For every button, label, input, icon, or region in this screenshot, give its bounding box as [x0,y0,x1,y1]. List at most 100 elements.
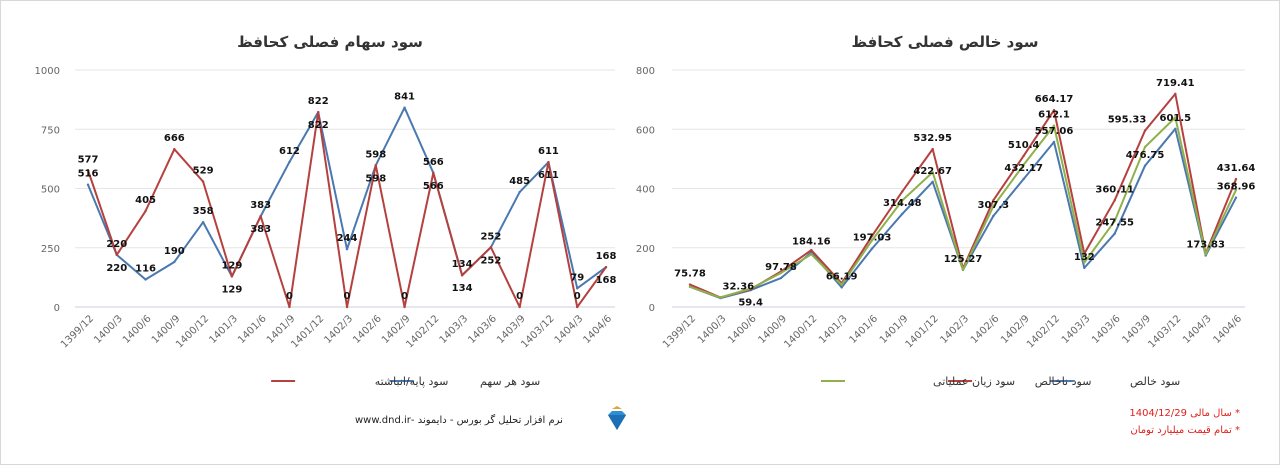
x-tick-label: 1402/12 [1025,313,1062,350]
data-label: 307.3 [978,200,1010,211]
x-tick-label: 1402/6 [351,313,384,346]
data-point [1022,154,1025,157]
data-point [1083,266,1086,270]
data-label: 129 [221,284,242,295]
chart-title: سود سهام فصلی کحافظ [237,33,423,51]
y-tick-label: 800 [636,66,655,77]
data-point [688,285,692,289]
data-point [576,287,579,290]
data-point [840,283,843,286]
data-point [901,190,904,193]
data-point [931,171,934,174]
data-point [345,247,349,251]
data-label: 611 [538,146,559,157]
x-tick-label: 1399/12 [59,313,96,350]
x-tick-label: 1402/3 [938,313,971,346]
data-point [288,305,291,309]
data-label: 168 [596,251,617,262]
x-tick-label: 1401/3 [817,313,850,346]
data-label: 611 [538,170,559,181]
x-tick-label: 1403/12 [1146,313,1183,350]
data-label: 134 [452,283,473,294]
y-tick-label: 1000 [35,66,60,77]
data-label: 252 [480,255,501,266]
software-credit: نرم افزار تحلیل گر بورس - دایموند -www.d… [355,415,563,426]
data-point [432,171,435,175]
legend-label-2: سود زیان عملیاتی [933,375,1015,388]
data-point [317,110,320,114]
data-label: 510.4 [1008,140,1040,151]
data-point [931,180,934,183]
y-tick-label: 250 [41,244,60,255]
data-label: 485 [509,176,530,187]
data-point [901,199,904,202]
x-tick-label: 1402/3 [322,313,355,346]
data-point [86,183,90,186]
data-point [870,234,874,238]
data-label: 476.75 [1126,150,1165,161]
data-point [870,239,874,242]
x-tick-label: 1403/6 [466,313,499,346]
fiscal-year-note: * سال مالی 1404/12/29 [1129,408,1240,419]
data-point [688,283,692,286]
data-label: 405 [135,195,156,206]
data-point [115,253,118,257]
data-label: 431.64 [1217,163,1256,174]
data-label: 666 [164,133,185,144]
x-tick-label: 1400/12 [782,313,819,350]
data-point [374,164,377,167]
data-label: 75.78 [674,269,706,280]
data-label: 383 [250,200,271,211]
data-label: 97.78 [765,262,797,273]
data-point [173,260,176,264]
data-point [1234,188,1238,192]
y-tick-label: 0 [54,303,60,314]
data-point [931,147,934,151]
data-point [86,169,90,172]
data-point [1113,199,1116,202]
data-label: 247.55 [1095,218,1134,229]
x-tick-label: 1400/3 [92,313,125,346]
x-tick-label: 1404/6 [581,313,614,346]
y-tick-label: 400 [636,185,655,196]
x-tick-label: 1400/6 [726,313,759,346]
data-label: 360.11 [1095,184,1134,195]
data-point [1022,163,1025,166]
data-point [547,160,550,164]
data-point [518,190,521,194]
data-label: 0 [516,291,523,302]
data-point [489,246,493,249]
legend-label-1: سود پایه/انباشته [375,375,449,388]
legend-label-0: سود خالص [1130,375,1180,388]
diamond-logo-icon [608,406,626,430]
data-label: 598 [365,173,386,184]
data-label: 664.17 [1035,94,1074,105]
data-label: 190 [164,246,185,257]
data-point [1083,252,1086,255]
x-tick-label: 1399/12 [661,313,698,350]
data-point [1143,129,1147,132]
data-label: 66.19 [826,271,858,282]
data-point [992,205,995,208]
data-point [345,305,349,309]
data-label: 220 [106,263,127,274]
data-label: 0 [401,291,408,302]
data-label: 32.36 [723,281,755,292]
x-tick-label: 1404/3 [1181,313,1214,346]
data-point [1234,177,1238,181]
data-point [518,305,521,309]
data-label: 422.67 [913,166,952,177]
data-label: 601.5 [1160,113,1192,124]
data-label: 432.17 [1004,163,1043,174]
data-label: 59.4 [738,297,763,308]
data-label: 577 [78,154,99,165]
data-point [901,212,904,216]
data-label: 595.33 [1108,115,1147,126]
y-tick-label: 500 [41,185,60,196]
data-label: 184.16 [792,236,831,247]
data-point [1174,116,1177,119]
x-tick-label: 1400/3 [696,313,729,346]
y-tick-label: 0 [649,303,655,314]
data-point [870,247,874,250]
data-point [288,160,291,164]
